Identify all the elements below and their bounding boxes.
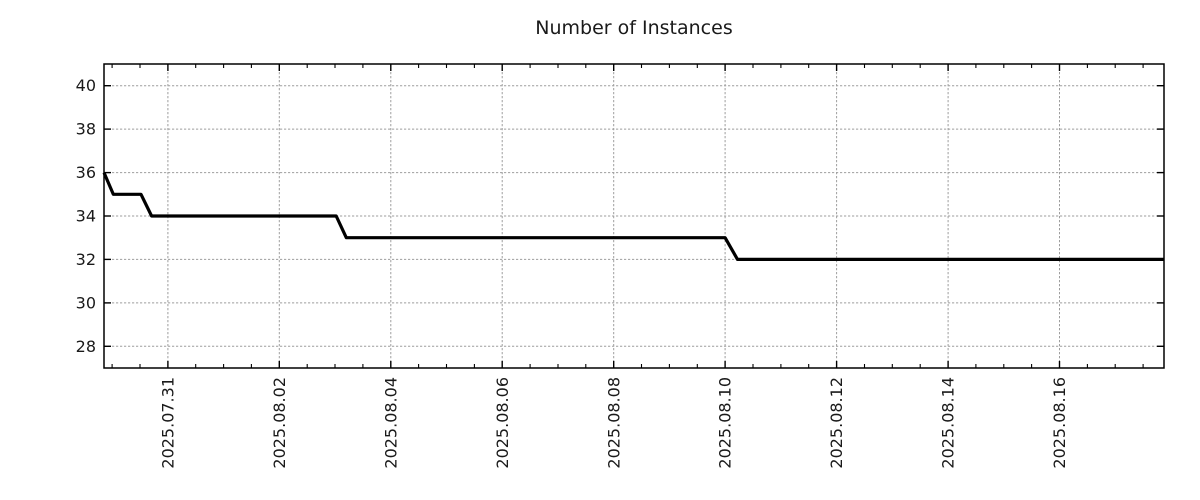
y-tick-label: 30 [76, 293, 96, 312]
x-tick-label: 2025.08.06 [493, 377, 512, 469]
y-tick-label: 40 [76, 76, 96, 95]
x-tick-label: 2025.08.16 [1050, 377, 1069, 469]
x-tick-label: 2025.08.02 [270, 377, 289, 469]
x-tick-label: 2025.08.10 [716, 377, 735, 469]
x-tick-label: 2025.08.14 [939, 377, 958, 469]
x-tick-label: 2025.07.31 [159, 377, 178, 469]
y-tick-label: 34 [76, 207, 96, 226]
plot-border [103, 63, 1165, 369]
y-tick-label: 36 [76, 163, 96, 182]
y-tick-label: 38 [76, 120, 96, 139]
x-tick-label: 2025.08.08 [604, 377, 623, 469]
x-tick-label: 2025.08.04 [381, 377, 400, 469]
x-tick-label: 2025.08.12 [827, 377, 846, 469]
y-tick-label: 32 [76, 250, 96, 269]
y-tick-label: 28 [76, 337, 96, 356]
chart-title: Number of Instances [535, 17, 733, 39]
series-line-instances [102, 171, 1164, 261]
